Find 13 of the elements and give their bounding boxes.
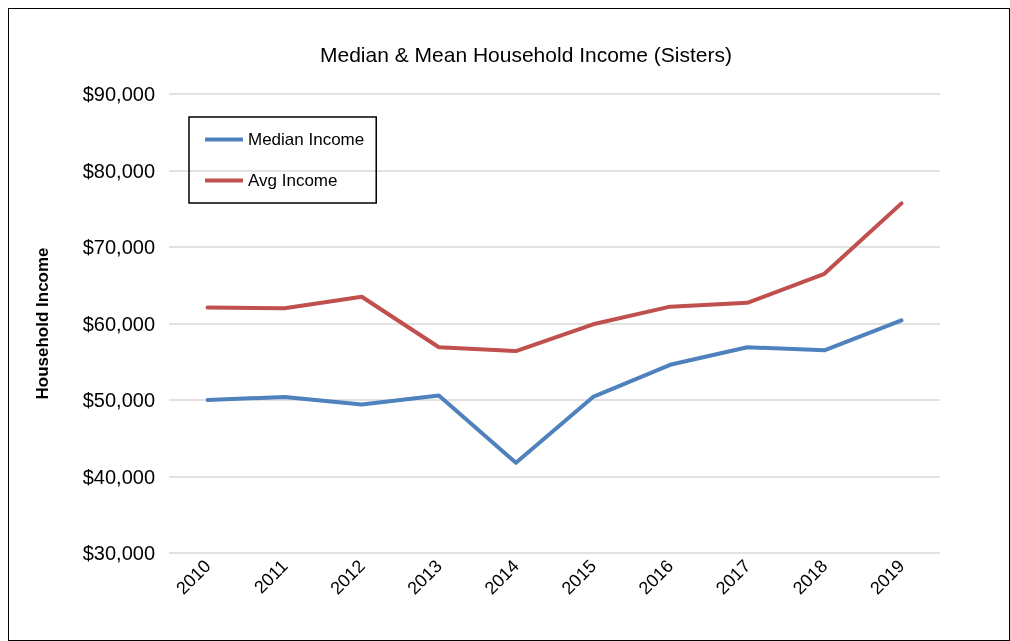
line-series bbox=[205, 318, 904, 465]
y-tick-label: $60,000 bbox=[82, 312, 155, 335]
line-series bbox=[205, 201, 904, 354]
legend-label: Avg Income bbox=[248, 171, 338, 190]
y-tick-label: $50,000 bbox=[82, 389, 155, 411]
y-tick-label: $90,000 bbox=[82, 83, 155, 105]
y-axis-title: Household Income bbox=[33, 247, 52, 400]
legend-label: Median Income bbox=[248, 130, 365, 149]
y-tick-label: $70,000 bbox=[82, 236, 155, 258]
y-tick-label: $30,000 bbox=[82, 542, 155, 564]
y-tick-label: $80,000 bbox=[82, 159, 155, 182]
y-tick-label: $40,000 bbox=[82, 465, 155, 488]
chart-title: Median & Mean Household Income (Sisters) bbox=[319, 43, 733, 66]
